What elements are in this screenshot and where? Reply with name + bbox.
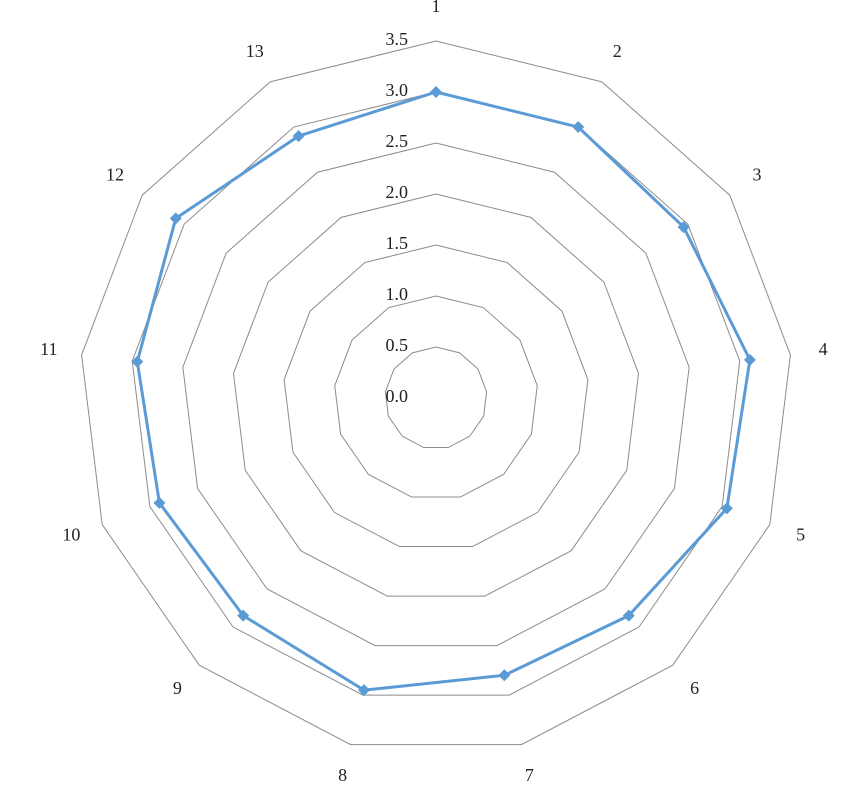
marker	[498, 669, 511, 682]
r-tick-label: 2.5	[386, 131, 409, 151]
r-tick-label: 2.0	[386, 182, 409, 202]
category-label: 5	[796, 524, 805, 544]
marker	[153, 496, 166, 509]
category-label: 8	[338, 765, 347, 785]
series-line	[135, 90, 752, 692]
grid-ring	[182, 142, 690, 647]
category-label: 9	[173, 678, 182, 698]
grid-ring	[384, 346, 488, 449]
grid-ring	[131, 91, 741, 696]
r-tick-label: 3.5	[386, 29, 409, 49]
grid-ring	[283, 244, 589, 548]
category-label: 12	[106, 165, 124, 185]
marker	[720, 502, 733, 515]
marker	[292, 130, 305, 143]
category-label: 11	[40, 339, 57, 359]
marker	[237, 609, 250, 622]
r-tick-label: 1.0	[386, 284, 409, 304]
grid-ring	[232, 193, 640, 597]
marker	[677, 221, 690, 234]
category-label: 4	[819, 339, 828, 359]
marker	[131, 355, 144, 368]
category-label: 6	[690, 678, 699, 698]
r-tick-label: 1.5	[386, 233, 409, 253]
grid-ring	[81, 40, 791, 746]
marker	[572, 121, 585, 134]
category-label: 7	[525, 765, 534, 785]
category-label: 3	[752, 165, 761, 185]
marker	[169, 212, 182, 225]
marker	[430, 86, 442, 98]
category-label: 10	[62, 524, 80, 544]
category-label: 1	[432, 0, 441, 16]
r-tick-label: 0.5	[386, 335, 409, 355]
marker	[357, 684, 370, 697]
marker	[622, 609, 635, 622]
marker	[743, 353, 756, 366]
r-tick-label: 3.0	[386, 80, 409, 100]
r-tick-label: 0.0	[386, 386, 409, 406]
grid-ring	[334, 295, 538, 498]
category-label: 13	[246, 41, 264, 61]
category-label: 2	[613, 41, 622, 61]
